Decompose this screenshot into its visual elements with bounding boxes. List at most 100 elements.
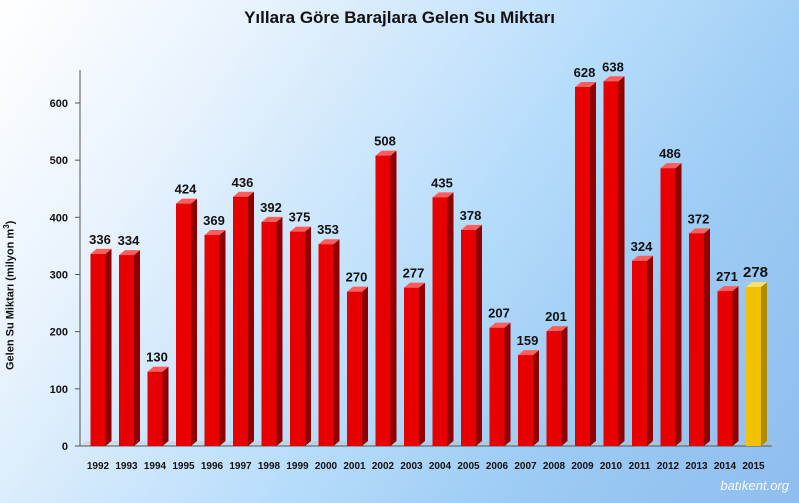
x-tick-label: 2001 [343, 461, 366, 472]
bar-top [347, 286, 368, 292]
bar-side [191, 198, 197, 446]
bar-top [290, 226, 311, 232]
x-tick-label: 2007 [514, 461, 537, 472]
x-tick-label: 1999 [286, 461, 309, 472]
bar-top [404, 282, 425, 288]
bar [233, 196, 248, 446]
bar-side [162, 366, 169, 446]
bar-value-label: 628 [574, 65, 596, 80]
x-tick-label: 2000 [315, 461, 338, 472]
bar-side [333, 239, 340, 446]
bar-value-label: 424 [175, 182, 197, 197]
bar [746, 287, 761, 446]
bar-top [261, 216, 283, 222]
bar [147, 371, 163, 446]
bar-value-label: 277 [403, 266, 425, 281]
bar-side [618, 76, 625, 446]
bar-value-label: 638 [602, 59, 624, 74]
x-tick-label: 2004 [429, 461, 452, 472]
bar-value-label: 336 [89, 232, 111, 247]
bar-side [504, 322, 511, 446]
x-tick-label: 2015 [742, 461, 765, 472]
bar-value-label: 278 [743, 264, 768, 281]
bar [518, 355, 533, 446]
bar-top [746, 282, 767, 288]
bar-top [689, 228, 710, 234]
bar-top [432, 192, 454, 198]
bar-value-label: 270 [346, 270, 368, 285]
bar-side [561, 326, 568, 446]
bar-side [362, 286, 368, 446]
bar-value-label: 435 [431, 175, 453, 190]
bar-side [276, 216, 283, 446]
bar [204, 235, 220, 446]
bar [632, 260, 647, 446]
x-tick-label: 2006 [486, 461, 509, 472]
bar [318, 244, 334, 446]
bar-top [717, 286, 739, 292]
bar [717, 291, 733, 446]
x-tick-label: 2010 [600, 461, 623, 472]
bar [546, 331, 562, 446]
bar-side [419, 282, 425, 446]
x-tick-label: 2013 [685, 461, 708, 472]
bar-value-label: 436 [232, 175, 254, 190]
bar-side [533, 350, 539, 446]
x-tick-label: 2011 [629, 461, 651, 472]
bar-value-label: 207 [488, 306, 510, 321]
bar [375, 155, 391, 447]
bar [176, 203, 191, 446]
bar-side [761, 282, 767, 446]
bar [660, 168, 676, 447]
bar [261, 221, 277, 446]
bar [575, 86, 590, 446]
bar [603, 81, 619, 446]
bar-top [575, 81, 596, 87]
x-tick-label: 2012 [657, 461, 680, 472]
bar-top [233, 191, 254, 197]
x-tick-label: 1993 [115, 461, 138, 472]
bar [119, 255, 134, 446]
bar [432, 197, 448, 446]
x-tick-label: 1994 [144, 461, 167, 472]
bar-side [476, 224, 482, 446]
watermark: batıkent.org [720, 478, 789, 493]
bar-side [704, 228, 710, 446]
y-tick-label: 300 [50, 270, 68, 282]
bar-value-label: 130 [146, 350, 168, 365]
bar-value-label: 392 [260, 200, 282, 215]
bar-top [147, 366, 169, 372]
y-tick-label: 0 [62, 441, 68, 453]
bar-top [90, 248, 112, 254]
x-tick-label: 1996 [201, 461, 224, 472]
bar-side [675, 163, 682, 447]
bar-top [375, 150, 397, 156]
y-tick-label: 500 [50, 155, 68, 167]
bar-side [219, 230, 226, 446]
x-tick-label: 1995 [172, 461, 195, 472]
y-tick-label: 400 [50, 212, 68, 224]
bar-value-label: 375 [289, 210, 311, 225]
x-tick-label: 1998 [258, 461, 281, 472]
bar-value-label: 353 [317, 222, 339, 237]
x-tick-label: 2009 [571, 461, 594, 472]
x-tick-label: 2002 [372, 461, 395, 472]
bar [90, 253, 106, 446]
y-tick-label: 600 [50, 98, 68, 110]
bar-side [647, 255, 653, 446]
bar-top [603, 76, 625, 82]
bar-side [590, 81, 596, 446]
x-tick-label: 2003 [400, 461, 423, 472]
bar-top [518, 350, 539, 356]
x-tick-label: 1997 [229, 461, 252, 472]
bar-side [248, 191, 254, 446]
bar-side [134, 250, 140, 446]
bar-side [447, 192, 454, 446]
bar-top [489, 322, 511, 328]
bar [404, 287, 419, 446]
bar-side [305, 226, 311, 446]
bar [347, 291, 362, 446]
bar-value-label: 372 [688, 211, 710, 226]
